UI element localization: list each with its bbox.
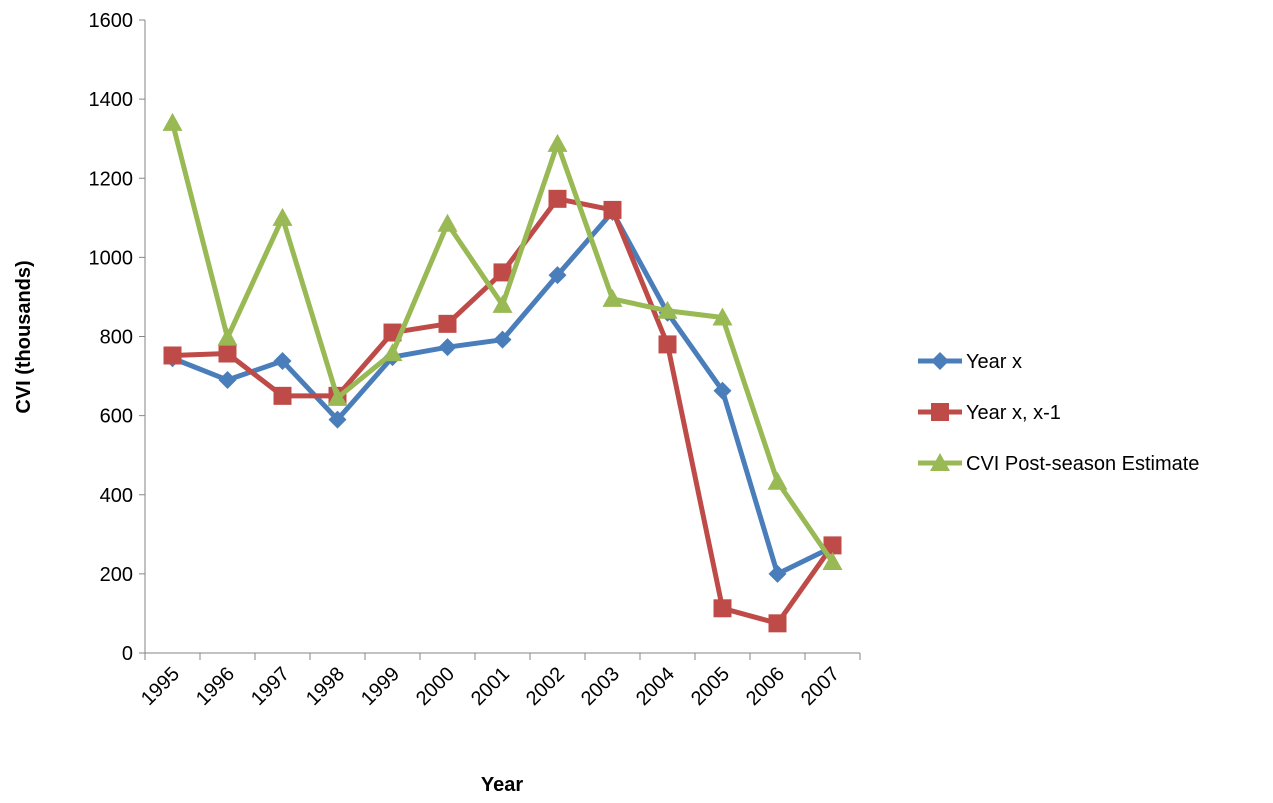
legend-label: Year x	[966, 351, 1022, 373]
data-point	[382, 343, 403, 362]
legend-item: Year x, x-1	[918, 402, 1061, 424]
data-point	[273, 386, 292, 405]
data-point	[822, 552, 843, 571]
data-point	[548, 266, 567, 285]
legend-label: Year x, x-1	[966, 402, 1061, 424]
legend-marker	[931, 403, 949, 421]
data-point	[658, 335, 677, 354]
series-3	[162, 112, 843, 571]
data-point	[767, 471, 788, 490]
x-tick-label: 1998	[302, 663, 349, 710]
data-point	[713, 599, 732, 618]
y-tick-label: 1600	[89, 10, 134, 32]
data-point	[492, 294, 513, 313]
legend-label: CVI Post-season Estimate	[966, 453, 1199, 475]
x-axis-title: Year	[481, 774, 523, 796]
x-tick-label: 1999	[357, 663, 404, 710]
data-point	[218, 371, 237, 390]
data-point	[163, 346, 182, 365]
data-point	[217, 327, 238, 346]
data-point	[768, 614, 787, 633]
series-2	[163, 189, 842, 633]
x-tick-label: 1997	[247, 663, 294, 710]
y-tick-label: 800	[100, 327, 133, 349]
data-point	[713, 381, 732, 400]
y-tick-label: 1400	[89, 89, 134, 111]
x-tick-label: 2003	[577, 663, 624, 710]
y-axis-title: CVI (thousands)	[13, 260, 35, 413]
y-tick-label: 0	[122, 643, 133, 665]
x-tick-label: 2005	[687, 663, 734, 710]
y-tick-label: 1000	[89, 247, 134, 269]
data-point	[327, 387, 348, 406]
data-point	[328, 410, 347, 429]
data-point	[493, 330, 512, 349]
legend-marker	[930, 453, 950, 471]
x-tick-label: 2000	[412, 663, 459, 710]
data-point	[657, 300, 678, 319]
data-point	[548, 189, 567, 208]
data-point	[437, 213, 458, 232]
series-layer	[162, 112, 843, 633]
series-line	[172, 196, 835, 626]
x-tick-label: 2004	[632, 663, 679, 710]
data-point	[273, 352, 292, 371]
data-point	[712, 307, 733, 326]
data-point	[438, 338, 457, 357]
legend: Year x Year x, x-1 CVI Post-season Estimat…	[918, 351, 1199, 475]
data-point	[162, 112, 183, 131]
y-tick-label: 200	[100, 564, 133, 586]
x-tick-label: 1995	[137, 663, 184, 710]
legend-item: CVI Post-season Estimate	[918, 453, 1199, 475]
data-point	[603, 200, 622, 219]
data-point	[823, 536, 842, 555]
legend-item: Year x	[918, 351, 1022, 373]
x-tick-label: 2002	[522, 663, 569, 710]
y-tick-label: 400	[100, 485, 133, 507]
data-point	[602, 288, 623, 307]
data-point	[547, 133, 568, 152]
x-tick-label: 2006	[742, 663, 789, 710]
y-tick-label: 600	[100, 406, 133, 428]
data-point	[493, 263, 512, 282]
data-point	[438, 314, 457, 333]
data-point	[768, 564, 787, 583]
data-point	[272, 207, 293, 226]
legend-marker	[931, 352, 949, 370]
y-tick-label: 1200	[89, 168, 134, 190]
x-tick-label: 2007	[797, 663, 844, 710]
data-point	[218, 344, 237, 363]
x-tick-label: 1996	[192, 663, 239, 710]
x-tick-label: 2001	[467, 663, 514, 710]
